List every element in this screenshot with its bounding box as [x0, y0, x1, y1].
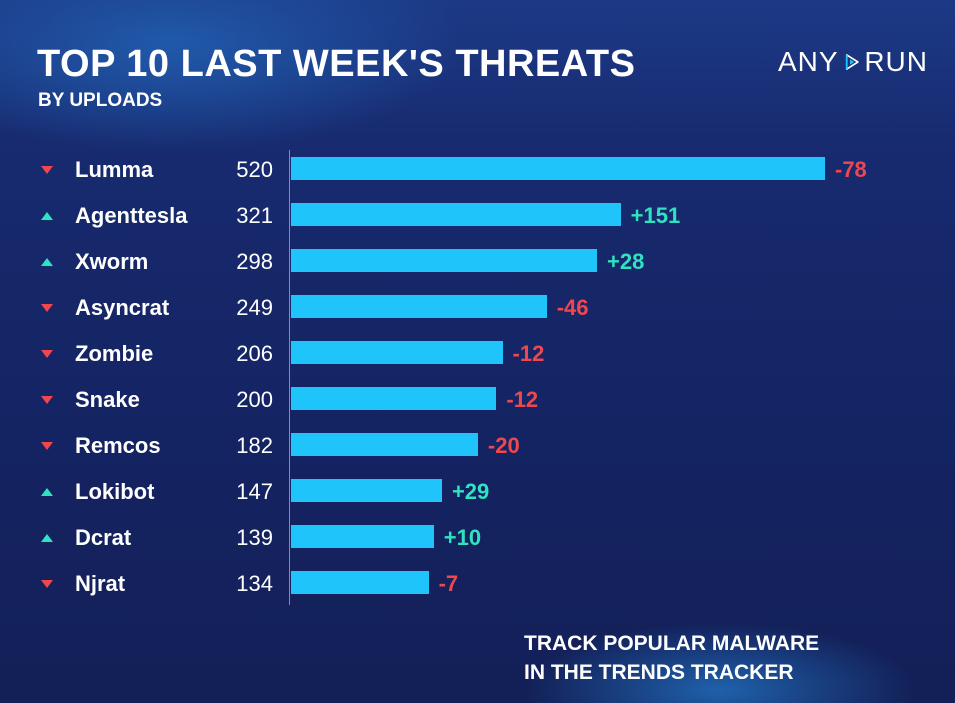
bar [291, 341, 503, 364]
chart-subtitle: BY UPLOADS [38, 90, 163, 111]
category-label: Njrat [75, 571, 126, 596]
category-label: Zombie [75, 341, 154, 366]
logo-text-run: RUN [864, 46, 928, 77]
chart-row: Zombie 206 -12 [0, 341, 955, 367]
chart-title: TOP 10 LAST WEEK'S THREATS [37, 43, 636, 85]
bar [291, 433, 478, 456]
chart-row: Asyncrat 249 -46 [0, 295, 955, 321]
value-label: 321 [236, 203, 273, 228]
trend-down-icon [41, 166, 53, 174]
footer-cta: TRACK POPULAR MALWARE IN THE TRENDS TRAC… [524, 629, 819, 687]
change-label: -20 [487, 433, 520, 458]
play-logo-icon [845, 54, 859, 70]
trend-down-icon [41, 304, 53, 312]
change-label: +29 [451, 479, 490, 504]
change-label: -12 [512, 341, 545, 366]
value-label: 249 [236, 295, 273, 320]
value-label: 182 [236, 433, 273, 458]
value-label: 134 [236, 571, 273, 596]
chart-row: Snake 200 -12 [0, 387, 955, 413]
chart-axis-line [289, 150, 290, 605]
value-label: 206 [236, 341, 273, 366]
change-label: -7 [438, 571, 459, 596]
trend-down-icon [41, 442, 53, 450]
category-label: Snake [75, 387, 140, 412]
value-label: 298 [236, 249, 273, 274]
category-label: Xworm [75, 249, 149, 274]
trend-up-icon [41, 488, 53, 496]
change-label: -46 [556, 295, 589, 320]
trend-up-icon [41, 534, 53, 542]
bar [291, 571, 429, 594]
trend-up-icon [41, 212, 53, 220]
trend-down-icon [41, 350, 53, 358]
chart-row: Njrat 134 -7 [0, 571, 955, 597]
category-label: Asyncrat [75, 295, 170, 320]
change-label: -12 [506, 387, 539, 412]
chart-row: Xworm 298 +28 [0, 249, 955, 275]
category-label: Lokibot [75, 479, 155, 504]
change-label: +151 [630, 203, 681, 228]
chart-row: Lokibot 147 +29 [0, 479, 955, 505]
bar [291, 387, 497, 410]
bar [291, 525, 434, 548]
chart-row: Agenttesla 321 +151 [0, 203, 955, 229]
chart-row: Remcos 182 -20 [0, 433, 955, 459]
header-band [0, 0, 955, 135]
anyrun-logo: ANY RUN [778, 38, 928, 86]
category-label: Remcos [75, 433, 161, 458]
footer-line-1: TRACK POPULAR MALWARE [524, 632, 820, 655]
change-label: -78 [835, 157, 867, 182]
bar [291, 249, 598, 272]
footer-line-2: IN THE TRENDS TRACKER [524, 661, 794, 684]
chart-row: Dcrat 139 +10 [0, 525, 955, 551]
bar [291, 479, 442, 502]
change-label: +10 [443, 525, 482, 550]
bar [291, 203, 621, 226]
category-label: Dcrat [75, 525, 132, 550]
category-label: Lumma [75, 157, 154, 182]
bar [291, 295, 547, 318]
trend-down-icon [41, 396, 53, 404]
category-label: Agenttesla [75, 203, 188, 228]
value-label: 200 [236, 387, 273, 412]
bar [291, 157, 825, 180]
change-label: +28 [607, 249, 645, 274]
trend-up-icon [41, 258, 53, 266]
value-label: 147 [236, 479, 273, 504]
logo-text-any: ANY [778, 46, 839, 77]
value-label: 520 [236, 157, 273, 182]
trend-down-icon [41, 580, 53, 588]
value-label: 139 [236, 525, 273, 550]
chart-row: Lumma 520 -78 [0, 157, 955, 183]
